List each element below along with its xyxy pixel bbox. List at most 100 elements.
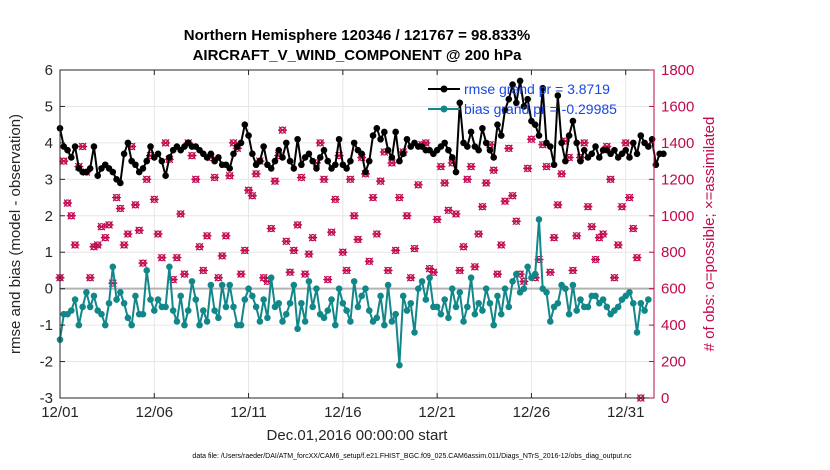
rmse-point (392, 128, 399, 136)
rmse-point (403, 135, 411, 143)
obs-assimilated-marker (406, 273, 416, 282)
y-tick-label: 1 (45, 244, 53, 261)
obs-assimilated-marker (138, 259, 148, 268)
bias-point (298, 299, 305, 307)
bias-point (475, 299, 482, 307)
obs-assimilated-marker (410, 244, 420, 253)
rmse-point (286, 157, 294, 165)
y-tick-label: 4 (45, 135, 53, 152)
bias-point (614, 303, 622, 311)
bias-point (132, 292, 139, 300)
x-tick-label: 12/01 (41, 404, 79, 421)
rmse-point (313, 165, 320, 172)
x-tick-label: 12/06 (136, 404, 174, 421)
rmse-point (580, 146, 588, 154)
rmse-point (550, 161, 558, 169)
obs-assimilated-marker (606, 175, 616, 184)
obs-assimilated-marker (440, 179, 450, 187)
bias-point (267, 274, 275, 282)
obs-assimilated-marker (345, 175, 355, 184)
bias-point (173, 318, 181, 325)
rmse-point (399, 150, 407, 158)
rmse-point (369, 132, 377, 139)
rmse-point (290, 165, 298, 172)
rmse-point (305, 150, 313, 158)
obs-assimilated-marker (545, 268, 555, 277)
bias-point (471, 310, 479, 318)
bias-point (241, 296, 249, 303)
bias-point (113, 296, 120, 303)
rmse-point (162, 172, 169, 179)
x-tick-label: 12/11 (230, 404, 266, 421)
bias-point (645, 296, 652, 303)
rmse-point (68, 154, 75, 161)
bias-point (403, 307, 411, 314)
y-tick-label: -2 (40, 354, 53, 371)
y-tick-label: 0 (45, 281, 53, 298)
bias-point (584, 303, 592, 311)
rmse-point (347, 157, 354, 165)
bias-point (177, 292, 184, 300)
obs-assimilated-marker (176, 210, 186, 218)
obs-assimilated-marker (496, 241, 506, 249)
bias-point (384, 281, 392, 289)
obs-assimilated-marker (179, 270, 189, 279)
obs-assimilated-marker (285, 268, 295, 277)
bias-point (592, 292, 599, 300)
obs-assimilated-marker (85, 273, 95, 282)
obs-assimilated-marker (251, 169, 261, 178)
bias-point (426, 274, 433, 282)
rmse-point (275, 146, 283, 154)
rmse-point (109, 168, 117, 176)
bias-point (460, 318, 467, 325)
obs-assimilated-marker (66, 211, 76, 220)
obs-assimilated-marker (549, 233, 559, 242)
chart-subtitle: AIRCRAFT_V_WIND_COMPONENT @ 200 hPa (193, 47, 523, 64)
obs-assimilated-marker (572, 231, 582, 240)
bias-point (256, 318, 264, 325)
bias-point (143, 267, 151, 274)
obs-assimilated-marker (451, 210, 461, 218)
obs-assimilated-marker (315, 138, 325, 147)
rmse-point (637, 132, 645, 139)
bias-point (546, 318, 554, 325)
bias-point (109, 263, 117, 271)
obs-assimilated-marker (281, 237, 291, 246)
rmse-point (384, 146, 392, 154)
y2-tick-label: 600 (661, 281, 686, 298)
rmse-point (373, 125, 381, 132)
x-tick-label: 12/16 (324, 404, 362, 421)
obs-assimilated-marker (134, 226, 144, 235)
bias-point (388, 318, 396, 325)
bias-point (347, 318, 354, 325)
rmse-point (565, 132, 573, 139)
rmse-point (645, 143, 652, 150)
rmse-point (267, 165, 275, 172)
obs-assimilated-marker (195, 242, 205, 251)
rmse-point (132, 161, 139, 169)
bias-point (328, 296, 335, 303)
obs-assimilated-marker (123, 230, 133, 238)
bias-point (626, 289, 633, 296)
bias-point (482, 285, 490, 292)
rmse-point (332, 161, 339, 169)
obs-assimilated-marker (466, 162, 476, 171)
rmse-point (388, 154, 396, 161)
obs-assimilated-marker (553, 200, 563, 209)
rmse-point (377, 135, 384, 143)
rmse-point (166, 154, 173, 161)
obs-assimilated-marker (130, 200, 140, 209)
y-tick-label: 5 (45, 98, 53, 115)
obs-assimilated-marker (308, 233, 318, 242)
bias-point (252, 303, 260, 311)
obs-assimilated-marker (289, 246, 299, 255)
obs-assimilated-marker (511, 217, 521, 226)
bias-point (629, 299, 637, 307)
rmse-point (531, 121, 539, 128)
bias-point (181, 321, 188, 329)
rmse-point (596, 154, 603, 161)
obs-assimilated-marker (70, 241, 80, 249)
bias-point (464, 303, 471, 311)
y2-axis-ticks: 0 200 400 600 800 1000 1200 1400 1600 1800 (649, 62, 694, 407)
